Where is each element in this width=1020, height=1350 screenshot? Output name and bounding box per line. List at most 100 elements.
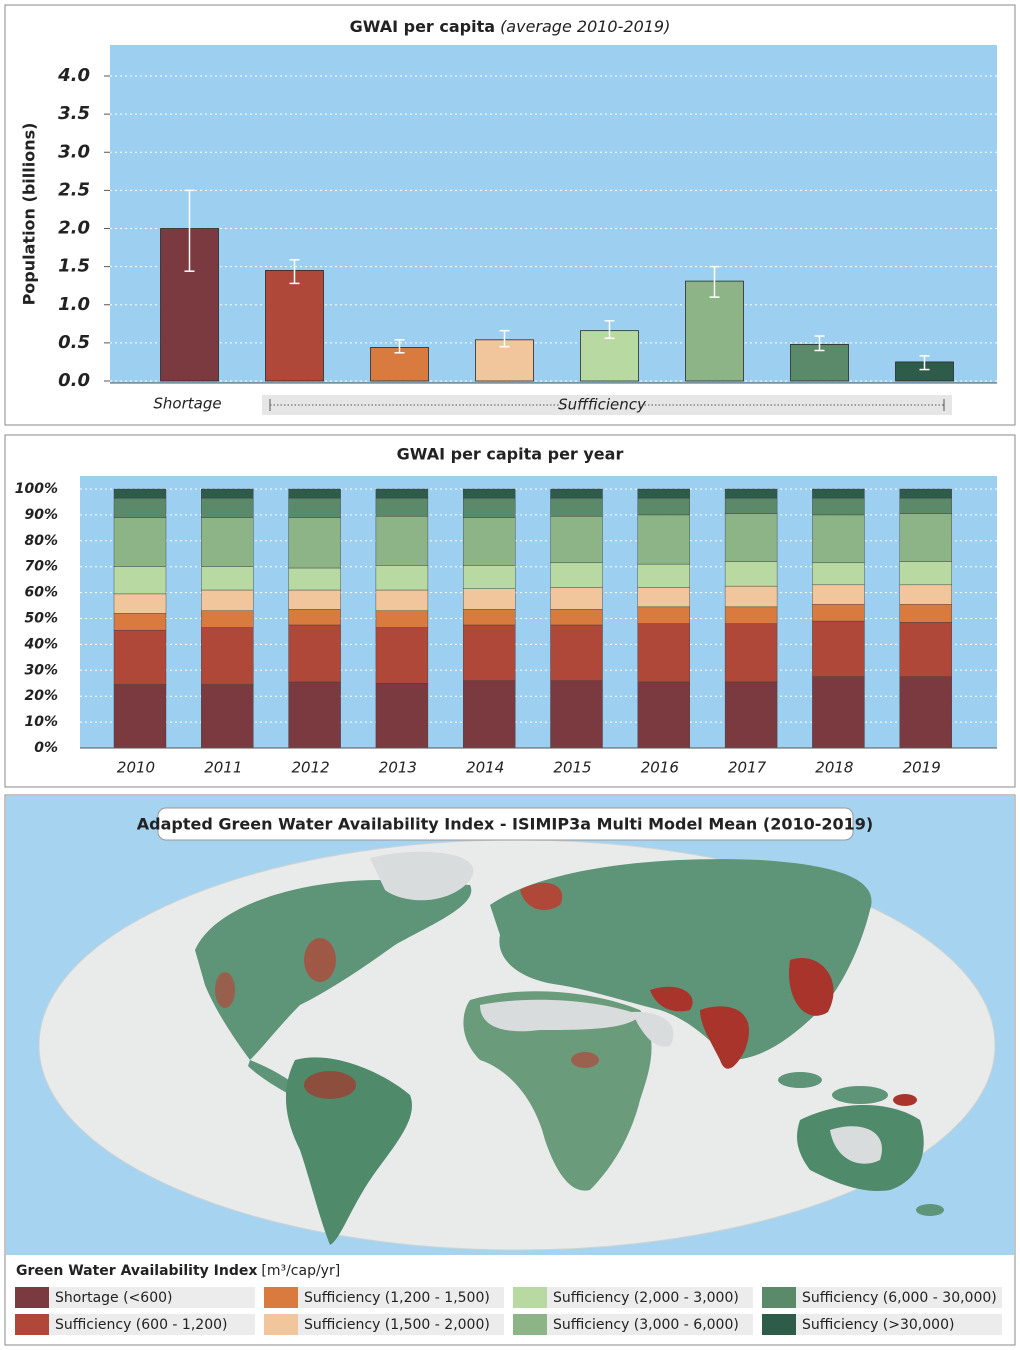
bar-segment	[637, 563, 690, 588]
legend-box	[49, 1314, 255, 1335]
bar-segment	[550, 609, 603, 626]
bar-segment	[288, 681, 341, 749]
y-tick-label: 80%	[24, 533, 58, 549]
bar-segment	[637, 514, 690, 565]
bar-segment	[637, 606, 690, 624]
bar-segment	[113, 629, 167, 685]
bar-segment	[724, 606, 778, 624]
legend-title: Green Water Availability Index [m³/cap/yr…	[16, 1263, 340, 1279]
chart-title: GWAI per capita (average 2010-2019)	[350, 17, 671, 36]
x-tick-label: 2019	[903, 759, 941, 777]
bar-segment	[288, 567, 341, 591]
desert	[480, 999, 640, 1032]
map-title: Adapted Green Water Availability Index -…	[137, 815, 873, 834]
x-tick-label: 2012	[292, 759, 330, 777]
x-tick-label: 2018	[815, 759, 853, 777]
y-tick-label: 0.0	[58, 370, 90, 391]
map-title-box	[157, 807, 854, 841]
bar-segment	[463, 680, 516, 749]
bar-segment	[113, 488, 167, 499]
land	[832, 1086, 888, 1104]
x-tick-label: 2016	[641, 759, 679, 777]
legend-label: Sufficiency (>30,000)	[802, 1317, 954, 1333]
bar-segment	[637, 497, 690, 516]
bar-segment	[463, 497, 516, 518]
y-tick-label: 100%	[15, 481, 58, 497]
y-tick-label: 20%	[24, 688, 58, 704]
y-tick-label: 2.5	[58, 179, 90, 200]
y-tick-label: 1.5	[58, 256, 90, 277]
legend-box	[796, 1287, 1002, 1308]
bar-segment	[724, 513, 778, 562]
bar-segment	[812, 584, 865, 605]
land	[490, 859, 872, 1060]
bar-segment	[724, 561, 778, 587]
bar-segment	[550, 488, 603, 499]
bar-segment	[375, 627, 429, 684]
bar-segment	[463, 565, 516, 589]
y-tick-label: 0%	[34, 740, 58, 756]
bar-segment	[375, 515, 429, 566]
desert	[830, 1126, 882, 1164]
bar-segment	[637, 623, 690, 683]
legend-label: Sufficiency (600 - 1,200)	[55, 1317, 227, 1333]
bar-segment	[550, 562, 603, 588]
legend-box	[49, 1287, 255, 1308]
bar-segment	[724, 681, 778, 749]
bar-segment	[812, 497, 865, 516]
bar-segment	[550, 515, 603, 564]
bar-segment	[375, 683, 429, 749]
bar-segment	[201, 610, 254, 628]
ice	[370, 851, 474, 901]
y-tick-label: 30%	[24, 662, 58, 678]
y-tick-label: 90%	[24, 507, 58, 523]
bar-segment	[113, 517, 167, 567]
legend-box	[547, 1287, 753, 1308]
y-tick-label: 70%	[24, 559, 58, 575]
land	[285, 1057, 412, 1245]
hotspot	[571, 1052, 599, 1068]
group-label: Suffficiency	[558, 396, 647, 414]
bar-segment	[113, 684, 167, 749]
land	[916, 1204, 944, 1216]
bar-segment	[899, 622, 952, 677]
bar-segment	[288, 624, 341, 683]
legend-unit: [m³/cap/yr]	[261, 1263, 340, 1279]
chart-title: GWAI per capita per year	[397, 445, 624, 464]
bar-segment	[550, 587, 603, 610]
bar-segment	[812, 488, 865, 499]
legend-swatch	[513, 1287, 547, 1308]
x-tick-label: 2013	[379, 759, 417, 777]
y-tick-label: 10%	[24, 714, 58, 730]
legend-title-text: Green Water Availability Index	[16, 1263, 257, 1279]
bar-segment	[201, 566, 254, 591]
bar-segment	[463, 624, 516, 681]
bar-segment	[812, 562, 865, 586]
hotspot	[893, 1094, 917, 1106]
legend-label: Sufficiency (1,200 - 1,500)	[304, 1290, 490, 1306]
legend-label: Sufficiency (3,000 - 6,000)	[553, 1317, 739, 1333]
y-tick-label: 50%	[24, 611, 58, 627]
legend-box	[298, 1314, 504, 1335]
land	[778, 1072, 822, 1088]
bar-segment	[201, 684, 254, 749]
bar-segment	[899, 604, 952, 623]
bar-segment	[899, 497, 952, 514]
x-tick-label: 2015	[553, 759, 591, 777]
y-tick-label: 3.5	[58, 103, 90, 124]
hotspot	[700, 1006, 749, 1069]
bar-segment	[201, 517, 254, 567]
bar-segment	[375, 589, 429, 611]
legend-label: Sufficiency (1,500 - 2,000)	[304, 1317, 490, 1333]
y-tick-label: 40%	[23, 636, 58, 652]
bar-segment	[812, 604, 865, 622]
world-map	[38, 839, 996, 1251]
y-tick-label: 60%	[24, 585, 58, 601]
legend-swatch	[513, 1314, 547, 1335]
y-tick-label: 3.0	[58, 141, 90, 162]
x-tick-label: 2017	[728, 759, 767, 777]
subtitle: (average 2010-2019)	[500, 17, 670, 36]
x-tick-label: Shortage	[153, 395, 221, 413]
legend-swatch	[264, 1287, 298, 1308]
bar-segment	[463, 517, 516, 566]
